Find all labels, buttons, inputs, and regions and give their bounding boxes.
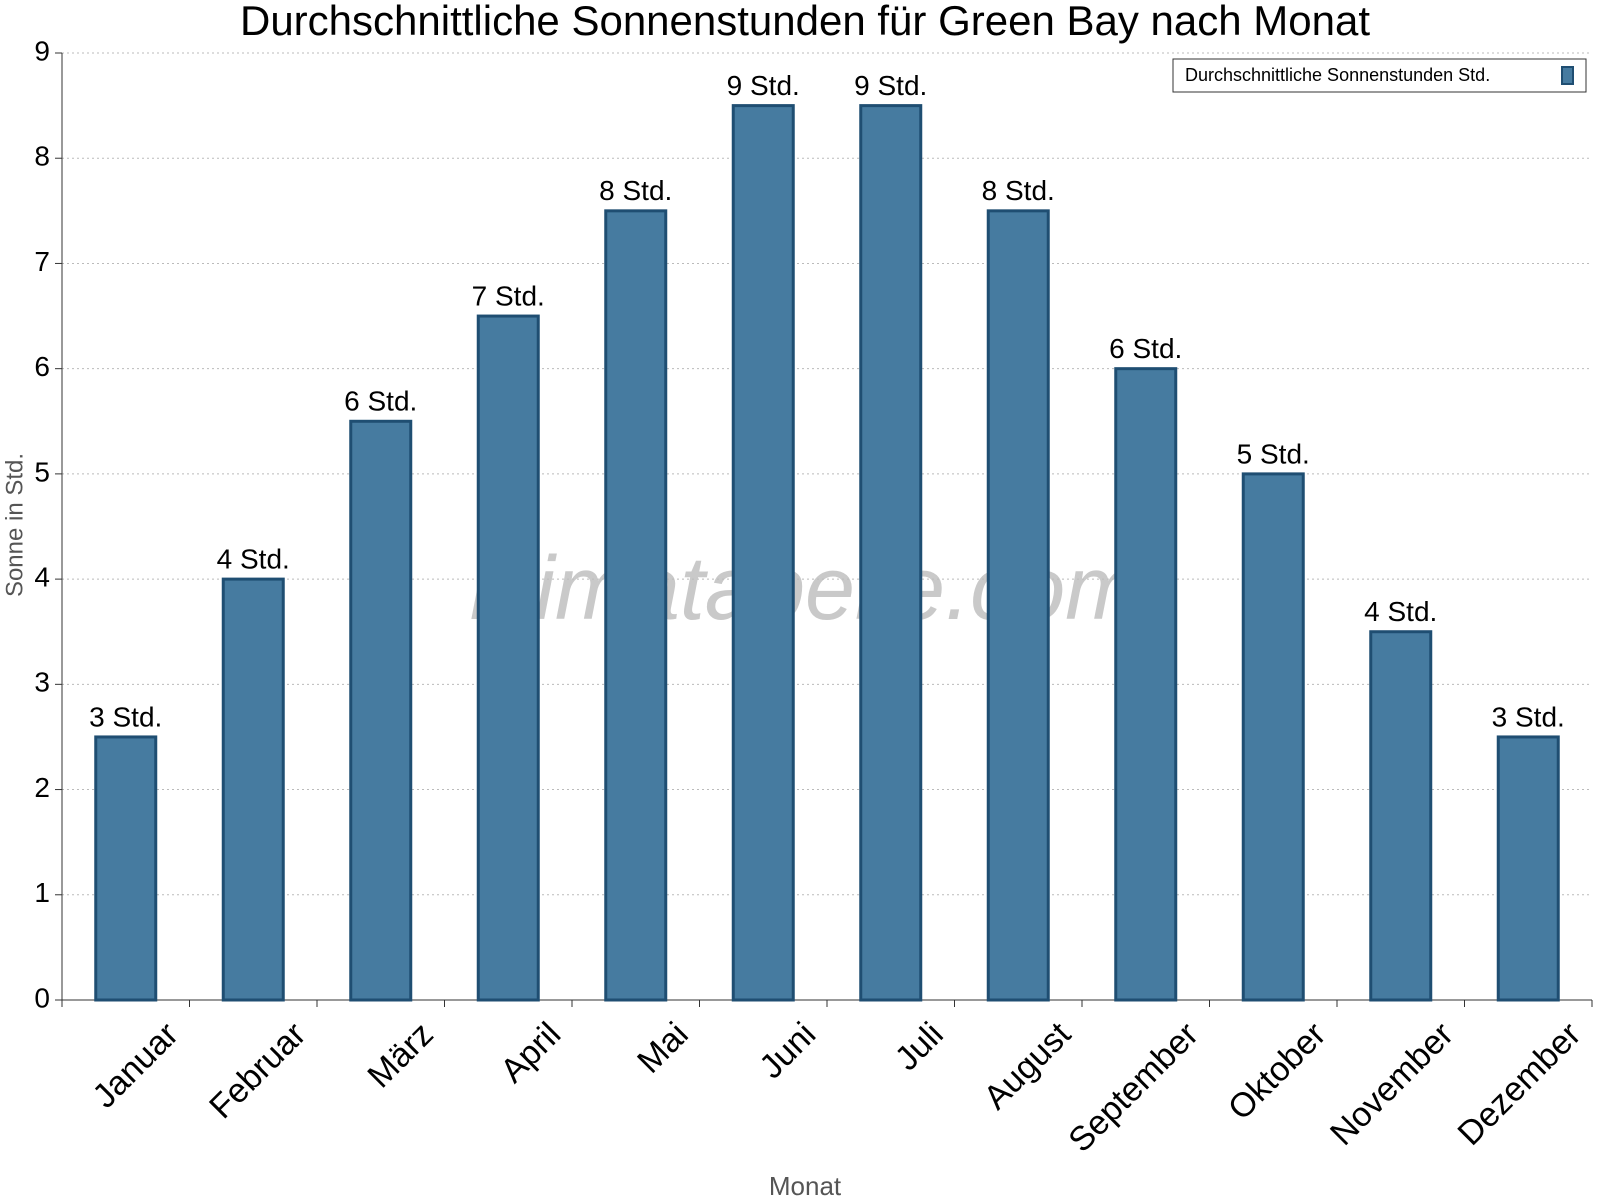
- value-label: 3 Std.: [89, 701, 162, 732]
- bar: [604, 209, 668, 1002]
- value-label: 9 Std.: [854, 70, 927, 101]
- value-label: 9 Std.: [727, 70, 800, 101]
- y-tick-label: 7: [34, 246, 50, 277]
- x-tick-label: August: [977, 1015, 1079, 1117]
- x-tick-label: Februar: [202, 1015, 313, 1126]
- value-label: 5 Std.: [1237, 438, 1310, 469]
- x-axis-title: Monat: [769, 1171, 842, 1200]
- x-tick-label: Juni: [752, 1015, 823, 1086]
- y-tick-label: 6: [34, 351, 50, 382]
- value-label: 4 Std.: [217, 544, 290, 575]
- bar: [1369, 630, 1433, 1002]
- y-tick-label: 1: [34, 877, 50, 908]
- chart-title: Durchschnittliche Sonnenstunden für Gree…: [240, 0, 1370, 44]
- legend-box: [1172, 58, 1587, 93]
- value-label: 4 Std.: [1364, 596, 1437, 627]
- x-tick-label: April: [493, 1015, 568, 1090]
- bar: [1114, 367, 1178, 1002]
- y-tick-label: 8: [34, 141, 50, 172]
- value-label: 8 Std.: [599, 175, 672, 206]
- x-tick-label: Oktober: [1221, 1015, 1333, 1127]
- legend: Durchschnittliche Sonnenstunden Std.: [1172, 58, 1587, 93]
- bar: [221, 577, 285, 1002]
- x-tick-label: März: [360, 1015, 440, 1095]
- bar: [731, 104, 795, 1002]
- bar: [94, 735, 158, 1002]
- y-tick-label: 9: [34, 35, 50, 66]
- x-tick-label: Mai: [630, 1015, 696, 1081]
- x-tick-label: Januar: [85, 1015, 185, 1115]
- bar: [986, 209, 1050, 1002]
- legend-label: Durchschnittliche Sonnenstunden Std.: [1185, 65, 1490, 85]
- y-axis-title: Sonne in Std.: [1, 453, 28, 597]
- value-label: 6 Std.: [1109, 333, 1182, 364]
- bar: [476, 314, 540, 1002]
- bar: [859, 104, 923, 1002]
- x-tick-label: September: [1061, 1015, 1205, 1159]
- bar: [349, 419, 413, 1002]
- y-tick-label: 2: [34, 772, 50, 803]
- y-tick-label: 5: [34, 456, 50, 487]
- value-label: 6 Std.: [344, 386, 417, 417]
- y-tick-label: 0: [34, 982, 50, 1013]
- bar: [1241, 472, 1305, 1002]
- legend-swatch: [1561, 66, 1574, 85]
- value-label: 3 Std.: [1492, 701, 1565, 732]
- value-label: 7 Std.: [472, 280, 545, 311]
- y-tick-label: 4: [34, 562, 50, 593]
- bar: [1496, 735, 1560, 1002]
- x-tick-label: Juli: [888, 1015, 951, 1078]
- value-label: 8 Std.: [982, 175, 1055, 206]
- x-tick-label: November: [1323, 1015, 1461, 1153]
- x-tick-label: Dezember: [1450, 1015, 1588, 1153]
- y-tick-label: 3: [34, 667, 50, 698]
